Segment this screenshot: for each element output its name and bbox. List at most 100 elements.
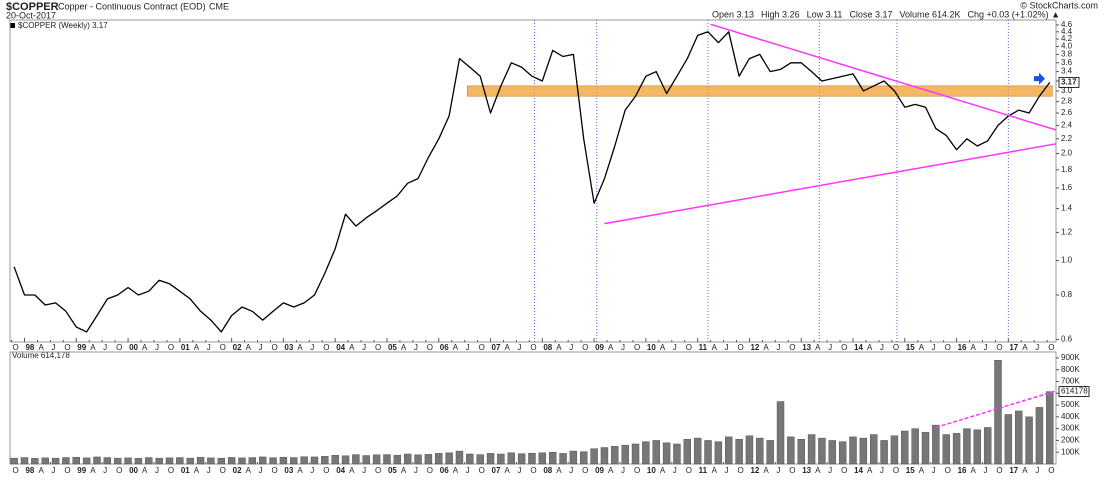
x-tick-label: A — [815, 343, 821, 352]
support-band — [466, 85, 1053, 97]
x-tick-label: A — [763, 343, 769, 352]
x-tick-label: 07 — [492, 343, 501, 352]
x-tick-label: O — [375, 343, 381, 352]
y-tick-label: 2.4 — [1061, 121, 1073, 130]
x-tick-label: O — [220, 466, 226, 475]
x-tick-label: A — [660, 466, 666, 475]
x-tick-label: A — [712, 466, 718, 475]
volume-bar — [145, 457, 153, 465]
x-tick-label: 16 — [958, 343, 967, 352]
volume-bar — [548, 452, 557, 465]
y-tick-label: 500K — [1061, 400, 1080, 409]
y-tick-label: 3.0 — [1061, 86, 1073, 95]
y-tick-label: 100K — [1061, 447, 1080, 456]
volume-bar — [994, 360, 1002, 465]
y-tick-label: 1.8 — [1061, 165, 1073, 174]
x-tick-label: O — [168, 343, 174, 352]
volume-bar — [683, 439, 692, 465]
volume-bar — [838, 441, 847, 465]
y-tick-label: 3.4 — [1061, 67, 1073, 76]
volume-bar — [114, 457, 122, 465]
volume-bar — [859, 437, 868, 465]
volume-bar — [797, 439, 805, 465]
x-tick-label: A — [246, 466, 252, 475]
x-tick-label: A — [142, 466, 148, 475]
x-tick-label: J — [103, 343, 107, 352]
y-tick-label: 4.2 — [1061, 34, 1073, 43]
volume-bar — [155, 457, 163, 465]
x-tick-label: 04 — [336, 466, 345, 475]
x-tick-label: A — [712, 343, 718, 352]
x-tick-label: 16 — [958, 466, 967, 475]
volume-bar — [1035, 407, 1044, 465]
volume-bar — [662, 442, 671, 465]
x-tick-label: O — [323, 466, 329, 475]
x-tick-label: J — [362, 343, 366, 352]
x-tick-label: J — [621, 466, 625, 475]
y-tick-label: 3.8 — [1061, 50, 1073, 59]
volume-bar — [714, 441, 723, 465]
volume-bar — [745, 435, 754, 465]
x-tick-label: A — [971, 466, 977, 475]
x-tick-label: O — [738, 466, 744, 475]
volume-bar — [735, 439, 743, 465]
y-tick-label: 0.6 — [1061, 335, 1073, 344]
volume-bar — [331, 454, 339, 465]
volume-bar — [600, 447, 609, 465]
volume-legend: Volume 614,178 — [12, 351, 70, 360]
volume-bar — [445, 452, 453, 465]
x-tick-label: O — [686, 466, 692, 475]
y-tick-label: 200K — [1061, 436, 1080, 445]
volume-bar — [673, 443, 681, 465]
x-tick-label: 04 — [336, 343, 345, 352]
x-tick-label: J — [983, 343, 987, 352]
x-tick-label: 06 — [440, 466, 449, 475]
x-tick-label: A — [38, 466, 44, 475]
x-tick-label: 13 — [802, 466, 811, 475]
x-tick-label: A — [608, 343, 614, 352]
x-tick-label: 03 — [284, 466, 293, 475]
x-tick-label: A — [297, 343, 303, 352]
y-tick-label: 300K — [1061, 424, 1080, 433]
x-tick-label: O — [945, 343, 951, 352]
x-tick-label: 00 — [129, 466, 138, 475]
x-tick-label: J — [155, 343, 159, 352]
x-tick-label: 02 — [233, 343, 242, 352]
volume-bar — [818, 437, 826, 465]
volume-bar — [207, 457, 215, 465]
x-tick-label: A — [815, 466, 821, 475]
x-tick-label: A — [453, 466, 459, 475]
copyright: © StockCharts.com — [1020, 0, 1098, 10]
x-tick-label: 12 — [750, 466, 759, 475]
x-tick-label: J — [51, 343, 55, 352]
volume-bar — [269, 457, 277, 465]
x-tick-label: J — [259, 466, 263, 475]
trend-line — [604, 143, 1057, 225]
x-tick-label: O — [13, 343, 19, 352]
y-tick-label: 2.2 — [1061, 134, 1073, 143]
x-tick-label: J — [517, 343, 521, 352]
x-tick-label: 06 — [440, 343, 449, 352]
volume-bar — [455, 450, 464, 465]
last-price-box — [1058, 77, 1080, 88]
last-volume-box — [1058, 386, 1090, 397]
quote-item: Close 3.17 — [849, 9, 892, 19]
volume-bar — [611, 446, 619, 465]
x-tick-label: O — [841, 466, 847, 475]
x-tick-label: O — [271, 466, 277, 475]
x-tick-label: J — [621, 343, 625, 352]
x-tick-label: 05 — [388, 466, 397, 475]
volume-bar — [766, 440, 774, 465]
x-tick-label: O — [530, 343, 536, 352]
volume-bar — [1004, 414, 1013, 465]
volume-bar — [517, 453, 526, 465]
x-tick-label: 09 — [595, 466, 604, 475]
volume-bar — [486, 453, 495, 465]
volume-bar — [72, 456, 80, 465]
volume-bar — [258, 456, 267, 465]
y-tick-label: 1.6 — [1061, 183, 1073, 192]
volume-bar — [652, 440, 660, 465]
x-tick-label: O — [427, 343, 433, 352]
x-tick-label: 10 — [647, 466, 656, 475]
x-tick-label: A — [90, 466, 96, 475]
